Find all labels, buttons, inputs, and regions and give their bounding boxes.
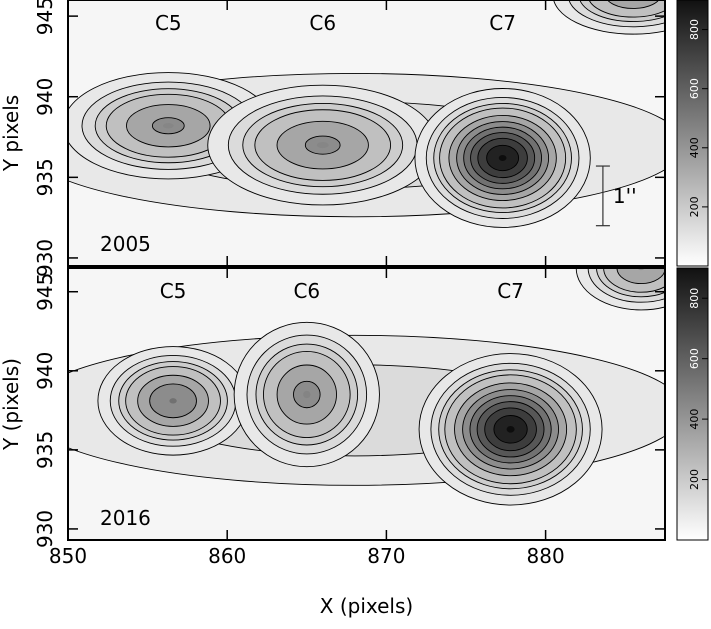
y-tick-label: 945: [33, 0, 57, 35]
source-label: C5: [155, 11, 182, 35]
source-peak: [316, 142, 329, 149]
contour: [607, 0, 660, 9]
frame: [67, 0, 666, 267]
source-peak: [169, 398, 177, 404]
image: [68, 0, 665, 228]
y-tick-label: 930: [33, 239, 57, 277]
x-tick-label: 880: [527, 544, 565, 568]
source-label: C6: [293, 279, 320, 303]
x-axis-label: X (pixels): [320, 594, 413, 618]
y-tick-label: 930: [33, 510, 57, 548]
source-peak: [162, 123, 174, 129]
colorbar-tick-label: 400: [688, 409, 701, 430]
x-tick-label: 860: [208, 544, 246, 568]
x-tick-label: 850: [49, 544, 87, 568]
y-tick-label: 935: [33, 158, 57, 196]
colorbar-tick-label: 600: [688, 348, 701, 369]
colorbar-tick-label: 200: [688, 196, 701, 217]
source-peak: [498, 154, 507, 162]
y-tick-label: 940: [33, 352, 57, 390]
source-label: C6: [309, 11, 336, 35]
source-peak: [303, 390, 311, 399]
y-tick-label: 935: [33, 431, 57, 469]
colorbar-tick-label: 200: [688, 469, 701, 490]
x-tick-label: 870: [367, 544, 405, 568]
source-peak: [506, 425, 515, 433]
y-tick-label: 945: [33, 273, 57, 311]
panel-label: 2005: [100, 232, 151, 256]
y-axis-label: Y (pixels): [0, 358, 23, 451]
colorbar-tick-label: 600: [688, 78, 701, 99]
colorbar: [676, 0, 709, 267]
source-label: C7: [497, 279, 524, 303]
panel-label: 2016: [100, 506, 151, 530]
colorbar-tick-label: 400: [688, 137, 701, 158]
source-label: C5: [160, 279, 187, 303]
colorbar-tick-label: 800: [688, 19, 701, 40]
image: [68, 268, 665, 506]
y-tick-label: 940: [33, 78, 57, 116]
scale-bar-label: 1'': [613, 184, 637, 208]
y-axis-label: Y pixels: [0, 95, 23, 172]
colorbar: [676, 267, 709, 541]
frame: [67, 267, 666, 541]
source-label: C7: [489, 11, 516, 35]
contour: [616, 268, 665, 285]
colorbar-tick-label: 800: [688, 288, 701, 309]
